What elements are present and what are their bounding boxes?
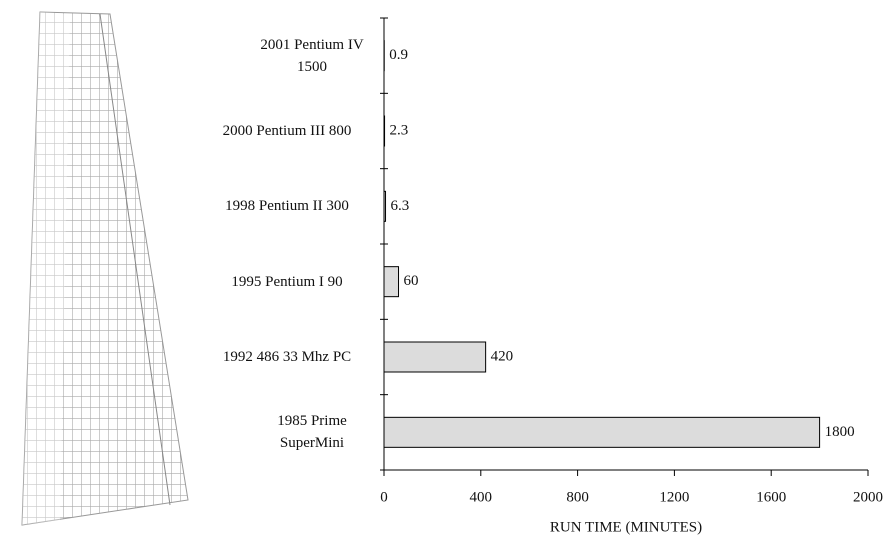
value-label: 0.9 (389, 47, 408, 63)
bar (383, 190, 387, 222)
bar (383, 341, 487, 373)
x-tick-label: 800 (566, 489, 589, 505)
value-label: 6.3 (391, 198, 410, 214)
y-tick-label: 1998 Pentium II 300 (225, 198, 349, 215)
value-label: 1800 (825, 424, 855, 440)
value-label: 2.3 (390, 122, 409, 138)
bar (383, 115, 386, 147)
y-tick-label: 2001 Pentium IV 1500 (260, 36, 364, 75)
value-label: 60 (404, 273, 419, 289)
y-tick-label: 1995 Pentium I 90 (231, 273, 343, 290)
bar (383, 266, 400, 298)
x-tick-label: 1200 (659, 489, 689, 505)
x-tick-label: 2000 (853, 489, 883, 505)
x-axis-title: RUN TIME (MINUTES) (550, 519, 702, 535)
x-tick-label: 400 (470, 489, 493, 505)
y-tick-label: 1992 486 33 Mhz PC (222, 349, 352, 365)
x-tick-label: 0 (380, 489, 388, 505)
value-label: 420 (491, 348, 514, 364)
y-tick-label: 2000 Pentium III 800 (222, 123, 352, 139)
y-tick-label: 1985 Prime SuperMini (277, 413, 347, 452)
bar (383, 416, 821, 448)
x-tick-label: 1600 (756, 489, 786, 505)
building-illustration (21, 11, 189, 526)
